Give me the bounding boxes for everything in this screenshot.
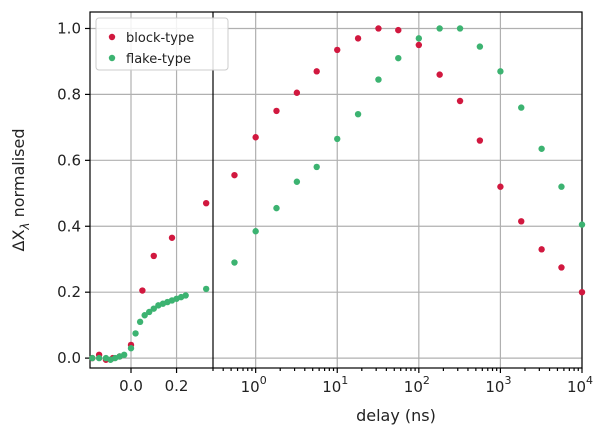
point-block-type (558, 264, 565, 271)
point-flake-type (476, 43, 484, 50)
point-flake-type (252, 228, 259, 235)
point-flake-type (202, 285, 210, 293)
point-flake-type (141, 312, 148, 319)
legend-marker-block-type (108, 33, 116, 41)
point-flake-type (497, 68, 504, 75)
point-flake-type (354, 110, 362, 118)
point-flake-type (578, 221, 586, 228)
point-flake-type (231, 259, 238, 266)
point-block-type (476, 137, 484, 144)
point-block-type (436, 71, 443, 78)
point-flake-type (95, 354, 103, 362)
point-flake-type (518, 104, 525, 111)
point-block-type (578, 288, 586, 296)
legend-box (95, 17, 229, 71)
point-flake-type (293, 178, 301, 185)
point-block-type (293, 89, 301, 96)
y-tick-label: 1.0 (57, 19, 81, 37)
point-block-type (375, 25, 382, 32)
x-tick-label: 0.2 (165, 377, 189, 395)
point-block-type (518, 218, 525, 225)
y-axis-label-prefix: ΔX (9, 230, 28, 252)
x-tick-label-exponent: 3 (504, 374, 511, 387)
legend-marker-flake-type (108, 54, 116, 62)
point-flake-type (456, 25, 464, 32)
x-tick-label: 100 (241, 374, 267, 396)
x-tick-label-exponent: 0 (260, 374, 267, 387)
point-flake-type (146, 308, 153, 316)
point-flake-type (120, 351, 128, 359)
y-tick-label: 0.0 (57, 349, 81, 367)
x-tick-label: 103 (485, 374, 511, 396)
point-flake-type (313, 163, 320, 171)
plot-frame (89, 11, 583, 369)
point-flake-type (150, 305, 157, 312)
point-flake-type (436, 25, 443, 32)
x-axis-label: delay (ns) (356, 406, 436, 425)
point-block-type (150, 252, 157, 260)
point-block-type (354, 35, 362, 42)
point-block-type (273, 107, 280, 115)
y-tick-label: 0.8 (57, 85, 81, 103)
point-block-type (252, 134, 259, 141)
y-axis-label-sub: λ (18, 222, 32, 230)
data-points (89, 25, 586, 363)
x-tick-label: 104 (567, 374, 593, 396)
point-flake-type (89, 354, 96, 362)
legend-label-flake-type: flake-type (126, 52, 191, 67)
point-flake-type (127, 345, 135, 352)
point-flake-type (395, 54, 402, 62)
y-axis-label-suffix: normalised (9, 129, 28, 223)
point-flake-type (538, 145, 545, 152)
x-tick-label: 102 (404, 374, 430, 396)
tick-layer: 0.00.20.40.60.81.00.0 0.2 100 101 102 103 104 (57, 19, 593, 396)
y-tick-label: 0.6 (57, 151, 81, 169)
point-flake-type (415, 35, 423, 42)
point-block-type (415, 41, 423, 49)
x-tick-label: 0.0 (119, 377, 143, 395)
point-flake-type (558, 183, 565, 190)
x-tick-label-base: 10 (322, 378, 341, 396)
point-flake-type (136, 318, 144, 326)
x-tick-label-base: 10 (404, 378, 423, 396)
point-block-type (168, 234, 176, 241)
point-block-type (313, 68, 320, 75)
x-tick-label-base: 10 (567, 378, 586, 396)
point-flake-type (375, 76, 382, 83)
y-tick-label: 0.2 (57, 283, 81, 301)
point-block-type (202, 199, 210, 207)
x-tick-label-base: 10 (485, 378, 504, 396)
x-tick-label-exponent: 2 (423, 374, 430, 387)
point-flake-type (273, 204, 280, 212)
point-flake-type (132, 330, 139, 337)
point-block-type (456, 97, 464, 105)
x-tick-label-exponent: 4 (586, 374, 593, 387)
point-flake-type (182, 292, 189, 299)
y-axis-label: ΔXλ normalised (9, 129, 32, 252)
point-block-type (497, 183, 504, 190)
legend: block-type flake-type (95, 17, 229, 71)
point-block-type (395, 26, 402, 34)
x-tick-label-exponent: 1 (341, 374, 348, 387)
y-tick-label: 0.4 (57, 217, 81, 235)
point-block-type (538, 246, 545, 253)
point-flake-type (334, 135, 341, 143)
x-tick-label-base: 10 (241, 378, 260, 396)
point-block-type (139, 287, 146, 294)
legend-label-block-type: block-type (126, 31, 194, 46)
point-block-type (334, 46, 341, 54)
point-block-type (231, 171, 238, 179)
x-tick-label: 101 (322, 374, 348, 396)
